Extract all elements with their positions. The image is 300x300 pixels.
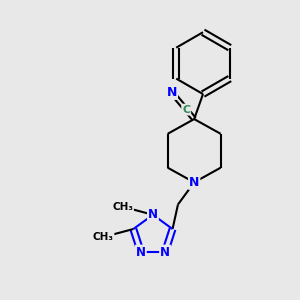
Text: N: N [189, 176, 200, 189]
Text: N: N [148, 208, 158, 221]
Text: N: N [136, 246, 146, 259]
Text: CH₃: CH₃ [112, 202, 133, 212]
Text: N: N [160, 246, 170, 259]
Text: C: C [182, 105, 190, 115]
Text: N: N [167, 86, 177, 99]
Text: CH₃: CH₃ [92, 232, 113, 242]
